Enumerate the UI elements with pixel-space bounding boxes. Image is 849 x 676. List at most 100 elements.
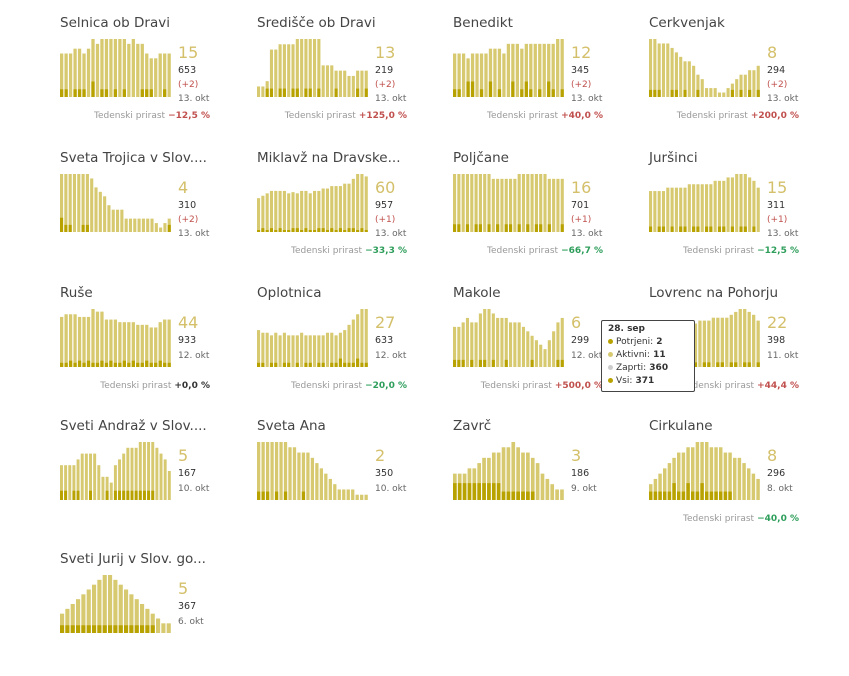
active-bar[interactable] [693,323,698,368]
confirmed-bar[interactable] [282,230,286,232]
sparkline-chart[interactable] [257,307,369,367]
active-bar[interactable] [465,317,470,367]
active-bar[interactable] [334,186,338,232]
active-bar[interactable] [98,191,102,232]
confirmed-bar[interactable] [752,226,756,232]
active-bar[interactable] [338,332,342,367]
confirmed-bar[interactable] [338,358,342,367]
active-bar[interactable] [722,92,726,97]
confirmed-bar[interactable] [529,89,533,97]
active-bar[interactable] [356,314,360,367]
active-bar[interactable] [65,608,70,633]
active-bar[interactable] [167,319,171,367]
confirmed-bar[interactable] [658,491,662,500]
confirmed-bar[interactable] [526,224,530,232]
active-bar[interactable] [478,174,482,232]
active-bar[interactable] [315,463,319,500]
confirmed-bar[interactable] [723,491,728,500]
confirmed-bar[interactable] [278,88,282,97]
active-bar[interactable] [118,39,122,97]
confirmed-bar[interactable] [321,228,325,232]
active-bar[interactable] [310,457,315,500]
confirmed-bar[interactable] [472,483,477,500]
confirmed-bar[interactable] [461,359,465,367]
active-bar[interactable] [547,340,551,367]
active-bar[interactable] [107,205,111,232]
active-bar[interactable] [166,623,171,633]
confirmed-bar[interactable] [714,491,718,500]
confirmed-bar[interactable] [86,360,91,367]
active-bar[interactable] [136,43,140,97]
confirmed-bar[interactable] [73,89,77,97]
confirmed-bar[interactable] [64,224,68,232]
confirmed-bar[interactable] [539,224,543,232]
active-bar[interactable] [733,457,737,500]
active-bar[interactable] [720,317,724,367]
confirmed-bar[interactable] [291,228,295,232]
active-bar[interactable] [696,184,700,232]
active-bar[interactable] [343,70,347,97]
confirmed-bar[interactable] [670,89,674,97]
confirmed-bar[interactable] [330,362,334,367]
active-bar[interactable] [714,447,718,500]
confirmed-bar[interactable] [81,625,86,633]
active-bar[interactable] [661,191,666,232]
active-bar[interactable] [60,174,64,232]
active-bar[interactable] [695,442,700,500]
confirmed-bar[interactable] [145,89,149,97]
active-bar[interactable] [156,618,161,634]
active-bar[interactable] [95,43,100,97]
confirmed-bar[interactable] [283,491,288,500]
active-bar[interactable] [756,187,760,232]
confirmed-bar[interactable] [76,625,81,633]
active-bar[interactable] [748,70,752,97]
active-bar[interactable] [351,489,355,500]
active-bar[interactable] [136,324,140,367]
active-bar[interactable] [475,53,479,98]
active-bar[interactable] [491,178,495,232]
active-bar[interactable] [93,453,97,500]
confirmed-bar[interactable] [321,362,325,367]
confirmed-bar[interactable] [102,625,107,633]
confirmed-bar[interactable] [560,359,564,367]
active-bar[interactable] [274,190,278,232]
active-bar[interactable] [457,326,461,367]
confirmed-bar[interactable] [86,625,91,633]
active-bar[interactable] [105,476,109,500]
confirmed-bar[interactable] [478,359,482,367]
confirmed-bar[interactable] [717,226,722,232]
confirmed-bar[interactable] [551,89,555,97]
active-bar[interactable] [167,471,171,500]
confirmed-bar[interactable] [113,490,117,500]
confirmed-bar[interactable] [163,362,167,367]
confirmed-bar[interactable] [95,362,100,367]
active-bar[interactable] [491,452,496,500]
active-bar[interactable] [677,452,681,500]
sparkline-chart[interactable] [649,440,761,500]
active-bar[interactable] [479,53,484,98]
active-bar[interactable] [360,309,364,367]
confirmed-bar[interactable] [140,362,144,367]
active-bar[interactable] [92,584,97,633]
confirmed-bar[interactable] [453,89,457,97]
active-bar[interactable] [488,48,493,97]
confirmed-bar[interactable] [453,483,457,500]
active-bar[interactable] [487,309,491,367]
confirmed-bar[interactable] [504,224,508,232]
confirmed-bar[interactable] [526,491,530,500]
active-bar[interactable] [707,320,711,367]
active-bar[interactable] [122,322,126,367]
active-bar[interactable] [748,177,752,232]
active-bar[interactable] [482,457,486,500]
active-bar[interactable] [493,48,497,97]
active-bar[interactable] [487,174,491,232]
confirmed-bar[interactable] [483,359,487,367]
active-bar[interactable] [509,178,513,232]
confirmed-bar[interactable] [301,491,306,500]
active-bar[interactable] [91,39,95,97]
confirmed-bar[interactable] [77,360,82,367]
active-bar[interactable] [261,332,265,367]
confirmed-bar[interactable] [91,362,95,367]
sparkline-chart[interactable] [453,172,565,232]
confirmed-bar[interactable] [140,625,145,633]
